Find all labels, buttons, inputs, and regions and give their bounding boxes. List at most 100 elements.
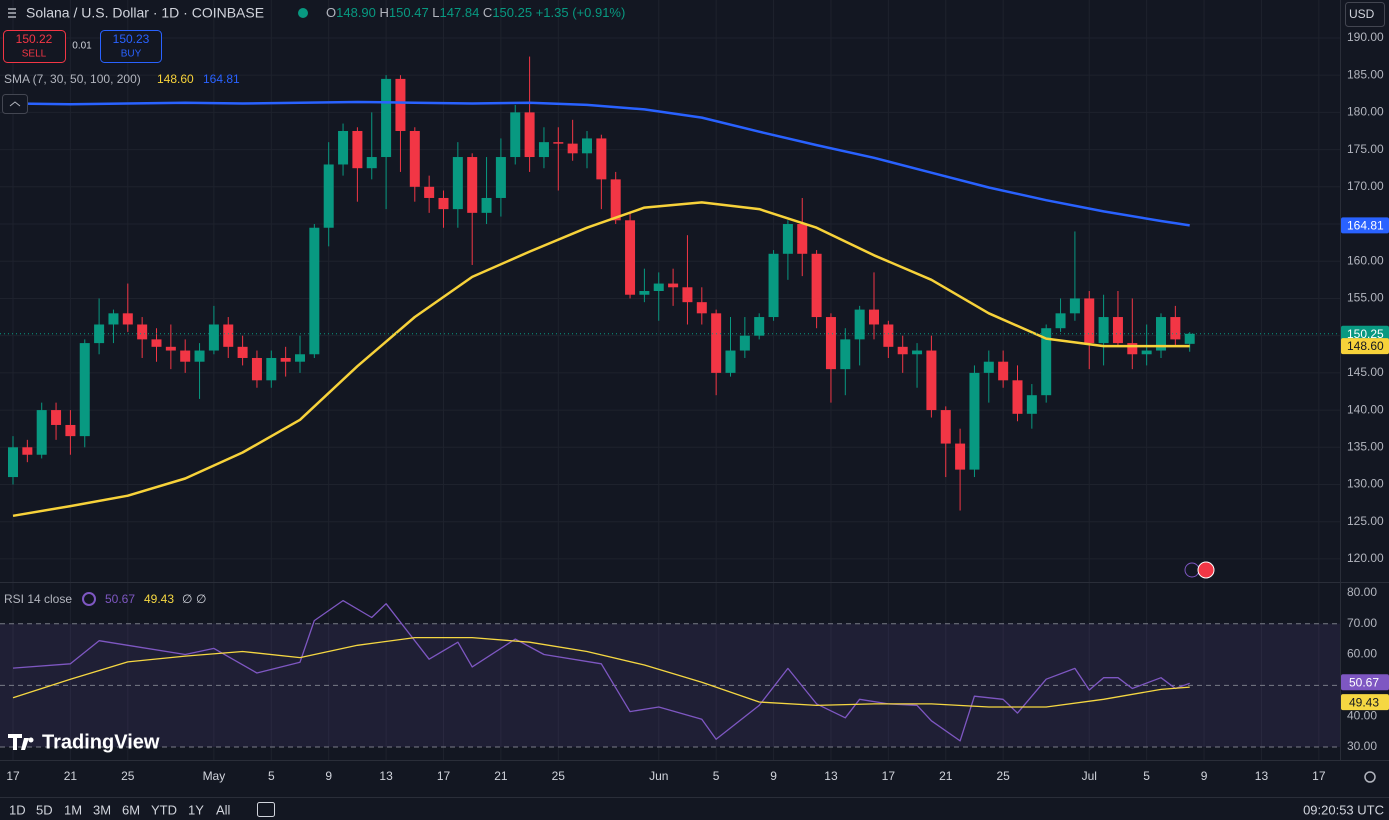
- candle-body: [65, 424, 76, 437]
- indicator-line: [12, 599, 1190, 742]
- buy-button[interactable]: [100, 30, 162, 63]
- candle-body: [8, 447, 18, 478]
- candle-body: [280, 357, 291, 362]
- rsi-tag: [1341, 674, 1389, 691]
- x-tick-label: 17: [882, 769, 896, 783]
- range-button[interactable]: 3M: [93, 802, 111, 817]
- logo-mark: [8, 734, 29, 750]
- buy-price: 150.23: [113, 32, 150, 46]
- y-tick-label: 40.00: [1347, 708, 1377, 722]
- x-tick-label: 5: [1143, 769, 1150, 783]
- candle-body: [1026, 395, 1037, 414]
- candle-body: [180, 350, 191, 362]
- candle-body: [1098, 317, 1109, 344]
- candle-body: [510, 112, 521, 158]
- candle-body: [137, 324, 148, 340]
- candle-body: [739, 335, 750, 351]
- y-tick-label: 60.00: [1347, 647, 1377, 661]
- x-tick-label: 21: [494, 769, 508, 783]
- candle-body: [366, 157, 377, 169]
- y-tick-label: 190.00: [1347, 30, 1384, 44]
- ohlc-value: 148.90: [336, 5, 376, 20]
- candle-body: [596, 138, 607, 180]
- clock: 09:20:53 UTC: [1303, 802, 1384, 817]
- range-button[interactable]: 1Y: [188, 802, 204, 817]
- candle-body: [495, 157, 506, 198]
- candle-body: [1069, 298, 1080, 314]
- candle-body: [725, 350, 736, 373]
- candle-body: [452, 157, 463, 210]
- indicator-line: [12, 636, 1190, 708]
- candle-body: [223, 324, 234, 347]
- candle-body: [696, 302, 707, 314]
- ohlc-label: O: [326, 5, 336, 20]
- y-tick-label: 30.00: [1347, 739, 1377, 753]
- collapse-button[interactable]: [2, 94, 28, 114]
- rsi-icon: [82, 592, 96, 606]
- candle-body: [266, 357, 277, 381]
- candle-body: [208, 324, 219, 351]
- candle-body: [811, 253, 822, 318]
- candle-body: [682, 287, 693, 303]
- watermark-text: TradingView: [42, 731, 160, 753]
- currency-button[interactable]: [1345, 2, 1385, 27]
- indicator-line: [12, 201, 1190, 518]
- watermark: TradingView: [8, 731, 160, 753]
- candle-body: [797, 224, 808, 254]
- candle-body: [711, 313, 722, 373]
- rsi-extra: ∅: [196, 592, 206, 606]
- sma-label: SMA (7, 30, 50, 100, 200): [4, 72, 141, 86]
- candle-body: [897, 346, 908, 355]
- candle-body: [36, 410, 47, 455]
- ohlc-value: 147.84: [440, 5, 480, 20]
- range-button[interactable]: 1D: [9, 802, 26, 817]
- x-tick-label: 9: [770, 769, 777, 783]
- candle-body: [151, 339, 162, 347]
- rsi-value: 49.43: [144, 592, 174, 606]
- sma-value: 164.81: [203, 72, 240, 86]
- range-button[interactable]: 6M: [122, 802, 140, 817]
- range-button[interactable]: 5D: [36, 802, 53, 817]
- bottom-toolbar: 09:20:53 UTC 1D 5D 1M 3M 6M YTD 1Y All: [9, 802, 1384, 817]
- range-button[interactable]: All: [216, 802, 231, 817]
- y-tick-label: 180.00: [1347, 105, 1384, 119]
- candle-body: [625, 220, 636, 295]
- settings-icon[interactable]: [1364, 771, 1376, 783]
- candle-body: [969, 372, 980, 470]
- currency: USD: [1349, 7, 1375, 21]
- price-tag: [1341, 217, 1389, 234]
- candle-body: [1127, 343, 1138, 355]
- x-tick-label: May: [203, 769, 226, 783]
- price-tag-label: 150.25: [1347, 327, 1384, 341]
- candle-body: [122, 313, 133, 325]
- range-button[interactable]: YTD: [151, 802, 177, 817]
- candle-body: [668, 283, 679, 288]
- x-tick-label: 21: [939, 769, 953, 783]
- candle-body: [840, 339, 851, 370]
- candle-body: [251, 357, 262, 381]
- x-tick-label: Jun: [649, 769, 668, 783]
- candle-body: [381, 78, 392, 158]
- candle-body: [524, 112, 535, 158]
- candle-body: [1041, 328, 1052, 396]
- y-tick-label: 120.00: [1347, 551, 1384, 565]
- date-range-icon[interactable]: [257, 802, 275, 817]
- x-tick-label: 17: [437, 769, 451, 783]
- y-tick-label: 135.00: [1347, 439, 1384, 453]
- ohlc-label: L: [432, 5, 439, 20]
- candle-body: [883, 324, 894, 347]
- candle-body: [567, 143, 578, 154]
- range-button[interactable]: 1M: [64, 802, 82, 817]
- candle-body: [983, 361, 994, 373]
- x-tick-label: 9: [1201, 769, 1208, 783]
- price-tag: [1341, 325, 1389, 342]
- ohlc-label: H: [380, 5, 389, 20]
- event-icon: [1197, 561, 1215, 579]
- x-tick-label: 25: [121, 769, 135, 783]
- y-tick-label: 185.00: [1347, 67, 1384, 81]
- sell-button[interactable]: [3, 30, 66, 63]
- candle-body: [825, 317, 836, 370]
- candle-body: [610, 179, 621, 221]
- rsi-tag: [1341, 694, 1389, 711]
